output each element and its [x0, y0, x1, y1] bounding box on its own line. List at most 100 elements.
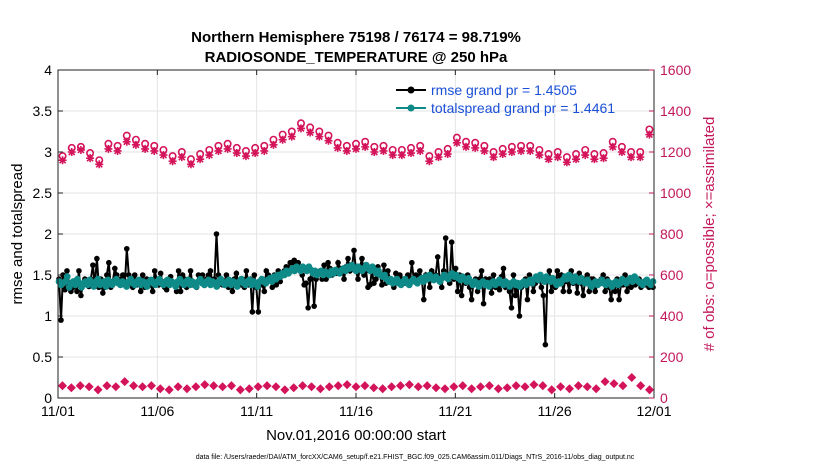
obs-assimilated-point	[95, 160, 104, 169]
rmse-point	[426, 284, 433, 291]
rmse-point	[542, 341, 549, 348]
y-tick-label-right: 800	[660, 226, 684, 242]
rmse-point	[500, 265, 507, 272]
rmse-point	[524, 296, 531, 303]
y-tick-label-left: 3	[44, 144, 52, 160]
obs-assimilated-point	[498, 150, 507, 159]
x-tick-label: 12/01	[636, 403, 671, 419]
obs-assimilated-point	[205, 151, 214, 160]
legend-spread-label: totalspread grand pr = 1.4461	[431, 100, 615, 116]
obs-assimilated-point	[104, 144, 113, 153]
obs-assimilated-point	[608, 142, 617, 151]
obs-assimilated-point	[352, 144, 360, 153]
rmse-point	[345, 255, 351, 262]
obs-assimilated-point	[489, 153, 498, 162]
rmse-point	[474, 288, 481, 295]
rmse-point	[137, 288, 144, 295]
obs-bottom-point	[547, 385, 557, 395]
obs-assimilated-point	[287, 132, 296, 141]
obs-bottom-point	[627, 372, 637, 383]
rmse-point	[175, 268, 182, 274]
rmse-point	[229, 288, 236, 295]
obs-assimilated-point	[425, 157, 434, 166]
ticks: 11/01 11/06 11/11 11/16 11/21 11/26 12/0100.51…	[33, 62, 692, 419]
y-tick-label-left: 2	[44, 226, 52, 242]
rmse-point	[468, 296, 475, 303]
rmse-point	[452, 265, 459, 272]
rmse-point	[540, 292, 547, 299]
rmse-point	[506, 288, 513, 295]
totalspread-point	[63, 273, 71, 281]
rmse-point	[119, 272, 126, 278]
obs-assimilated-point	[416, 146, 425, 155]
obs-assimilated-point	[131, 140, 140, 149]
rmse-point	[131, 272, 138, 278]
obs-bottom-point	[645, 385, 655, 395]
rmse-point	[616, 296, 622, 303]
y-tick-label-left: 3.5	[33, 103, 53, 119]
rmse-point	[173, 288, 180, 295]
obs-assimilated-point	[535, 151, 544, 160]
obs-assimilated-point	[645, 130, 654, 139]
rmse-point	[123, 245, 130, 252]
rmse-point	[420, 296, 427, 303]
totalspread-point	[649, 278, 657, 285]
rmse-point	[416, 268, 423, 274]
obs-bottom-point	[200, 380, 210, 390]
obs-bottom-point	[591, 384, 601, 394]
rmse-point	[526, 272, 533, 278]
rmse-point	[177, 288, 184, 295]
rmse-point	[303, 280, 309, 287]
obs-bottom-point	[609, 379, 619, 389]
obs-assimilated-point	[296, 124, 305, 133]
rmse-point	[600, 272, 606, 278]
obs-assimilated-point	[553, 153, 562, 162]
rmse-point	[94, 255, 100, 262]
obs-assimilated-point	[278, 135, 287, 144]
rmse-point	[488, 290, 495, 296]
rmse-point	[478, 268, 485, 274]
rmse-point	[355, 276, 361, 282]
obs-assimilated-point	[223, 144, 232, 153]
rmse-point	[442, 235, 449, 241]
rmse-point	[157, 270, 164, 277]
obs-assimilated-point	[443, 150, 452, 159]
rmse-point	[512, 292, 519, 299]
rmse-point	[112, 265, 118, 272]
rmse-point	[106, 259, 112, 266]
rmse-point	[311, 303, 317, 309]
obs-assimilated-point	[397, 151, 406, 160]
rmse-point	[438, 284, 445, 291]
x-tick-label: 11/21	[438, 403, 472, 419]
obs-assimilated-point	[315, 132, 324, 141]
rmse-point	[548, 288, 555, 295]
y-tick-label-left: 2.5	[33, 185, 53, 201]
obs-assimilated-point	[388, 151, 397, 160]
y-tick-label-left: 1.5	[33, 267, 53, 283]
y-tick-label-left: 4	[44, 62, 52, 78]
obs-bottom-point	[102, 381, 112, 391]
rmse-point	[566, 288, 573, 295]
rmse-point	[602, 288, 608, 295]
rmse-point	[480, 300, 487, 307]
legend-spread-marker	[407, 104, 415, 112]
rmse-point	[554, 268, 561, 274]
obs-assimilated-point	[76, 145, 85, 154]
obs-assimilated-point	[471, 143, 480, 152]
rmse-point	[251, 272, 258, 278]
x-tick-label: 11/11	[240, 403, 273, 419]
rmse-point	[490, 272, 497, 278]
obs-assimilated-point	[141, 144, 150, 153]
totalspread-series	[55, 261, 657, 291]
obs-assimilated-point	[462, 142, 471, 151]
legend-rmse-marker	[407, 86, 415, 94]
rmse-point	[510, 272, 517, 278]
x-axis-label: Nov.01,2016 00:00:00 start	[266, 427, 447, 444]
rmse-point	[104, 272, 110, 278]
y-tick-label-right: 1200	[660, 144, 691, 160]
obs-bottom-point	[164, 385, 174, 395]
obs-bottom-point	[556, 382, 566, 392]
obs-assimilated-point	[260, 146, 269, 155]
obs-assimilated-point	[269, 140, 278, 149]
